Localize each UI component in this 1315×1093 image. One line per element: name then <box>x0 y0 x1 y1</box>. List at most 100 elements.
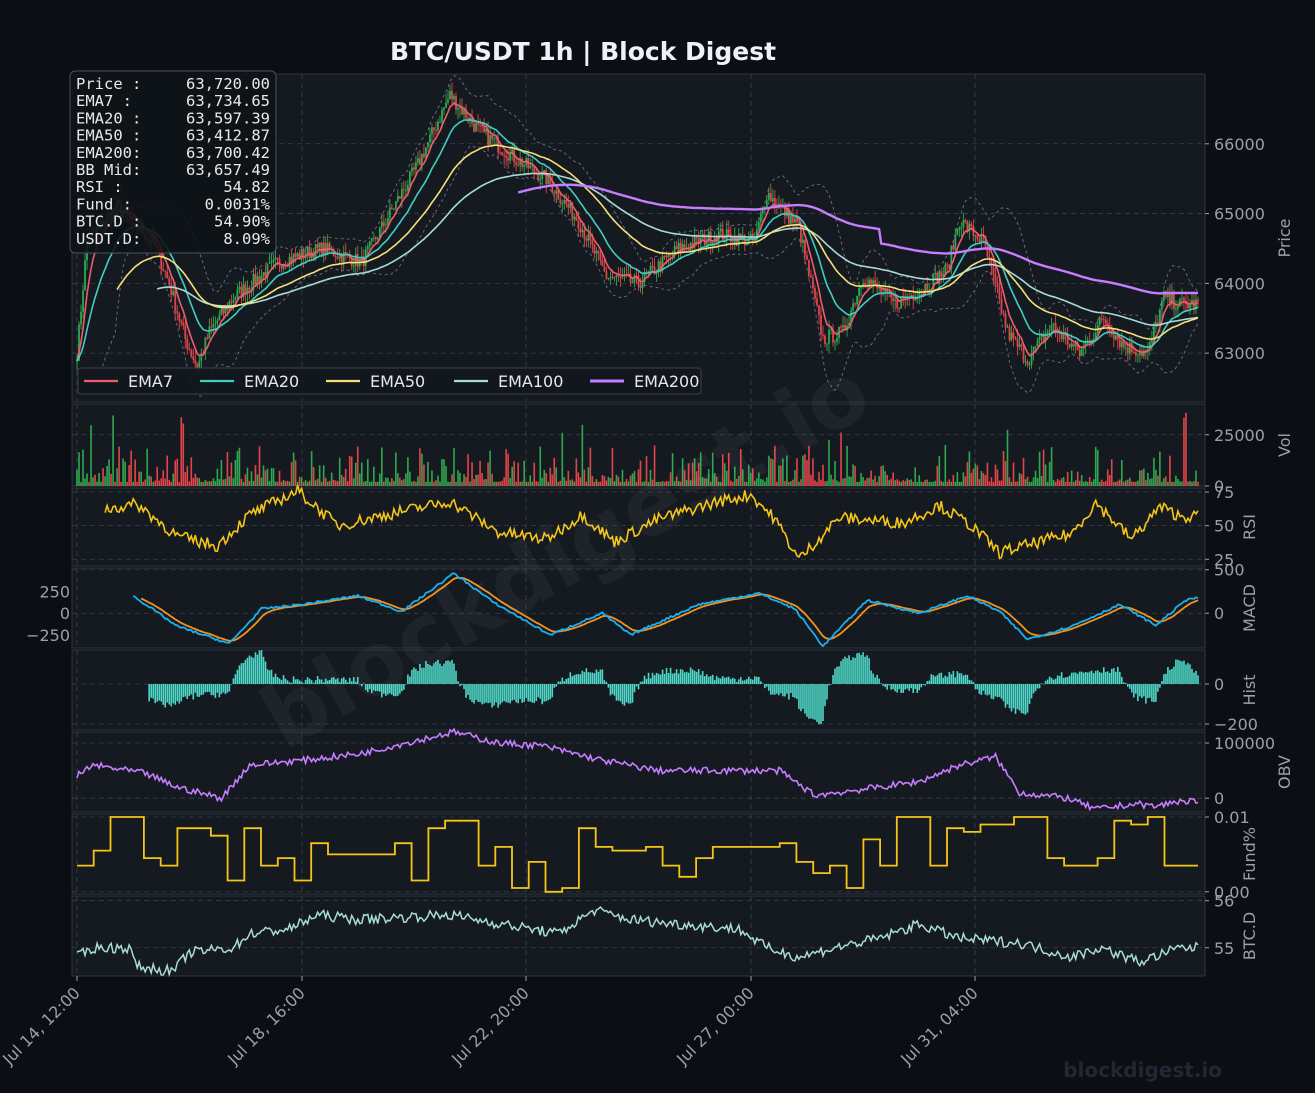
volume-bar <box>834 460 836 486</box>
hist-bar <box>1145 684 1147 704</box>
volume-bar <box>362 481 365 486</box>
hist-bar <box>419 663 421 684</box>
candle-body <box>1122 341 1125 348</box>
hist-bar <box>256 654 259 684</box>
candle-body <box>926 283 929 291</box>
panel-background <box>71 813 1206 895</box>
volume-bar <box>447 481 449 486</box>
hist-bar <box>741 680 744 684</box>
volume-bar <box>397 473 399 486</box>
candle-body <box>868 279 871 287</box>
volume-bar <box>962 472 965 486</box>
volume-bar <box>88 481 90 486</box>
hist-bar <box>395 684 397 697</box>
candle-body <box>515 162 518 165</box>
volume-bar <box>840 432 842 486</box>
hist-bar <box>489 684 491 703</box>
volume-bar <box>637 469 640 486</box>
volume-bar <box>1185 412 1187 486</box>
hist-bar <box>816 684 818 722</box>
volume-bar <box>778 465 780 486</box>
volume-bar <box>551 474 554 486</box>
volume-bar <box>360 462 363 486</box>
volume-bar <box>266 468 269 486</box>
candle-body <box>521 158 524 167</box>
candle-body <box>214 323 217 325</box>
candle-body <box>427 142 429 148</box>
volume-bar <box>517 462 519 486</box>
volume-bar <box>585 481 588 486</box>
volume-bar <box>156 466 159 486</box>
hist-bar <box>551 684 554 698</box>
hist-bar <box>162 684 165 705</box>
candle-body <box>1030 353 1033 365</box>
volume-bar <box>950 481 953 486</box>
info-value: 63,412.87 <box>186 127 270 145</box>
volume-bar <box>455 481 457 486</box>
hist-bar <box>695 671 698 684</box>
volume-bar <box>130 450 132 486</box>
hist-bar <box>1171 668 1173 684</box>
volume-bar <box>1143 468 1145 486</box>
hist-bar <box>1002 684 1005 702</box>
hist-bar <box>908 684 911 691</box>
hist-bar <box>808 684 810 719</box>
volume-bar <box>643 481 646 486</box>
hist-bar <box>625 684 628 703</box>
volume-bar <box>100 481 102 486</box>
volume-bar <box>429 481 431 486</box>
candle-body <box>1163 291 1165 301</box>
volume-bar <box>1145 480 1147 486</box>
hist-bar <box>1060 672 1063 684</box>
volume-bar <box>750 472 752 486</box>
hist-bar <box>174 684 177 705</box>
hist-bar <box>1169 669 1171 684</box>
candle-body <box>256 276 259 285</box>
candle-body <box>1078 350 1081 356</box>
candle-body <box>519 158 522 165</box>
volume-bar <box>541 477 544 486</box>
volume-bar <box>914 467 917 486</box>
hist-bar <box>729 679 732 684</box>
hist-bar <box>1167 667 1169 684</box>
candle-body <box>1195 299 1197 310</box>
volume-bar <box>567 471 570 486</box>
volume-bar <box>689 480 692 486</box>
volume-bar <box>90 425 92 486</box>
volume-bar <box>1080 474 1083 486</box>
candle-body <box>186 338 189 349</box>
volume-bar <box>1042 449 1045 486</box>
hist-bar <box>814 684 816 720</box>
hist-bar <box>1000 684 1003 699</box>
volume-bar <box>354 462 357 486</box>
hist-bar <box>288 682 291 684</box>
candle-body <box>380 221 383 228</box>
candle-body <box>816 298 818 306</box>
volume-bar <box>723 463 726 486</box>
candle-body <box>996 282 999 288</box>
hist-bar <box>1078 671 1081 684</box>
candle-body <box>260 275 263 283</box>
volume-bar <box>846 445 848 486</box>
volume-bar <box>1054 481 1057 486</box>
volume-bar <box>395 452 397 486</box>
hist-bar <box>250 656 253 684</box>
volume-bar <box>752 468 754 486</box>
candle-body <box>1042 334 1045 342</box>
volume-bar <box>960 481 963 486</box>
hist-bar <box>788 684 790 700</box>
volume-bar <box>364 481 367 486</box>
hist-bar <box>368 684 371 690</box>
hist-bar <box>679 669 682 684</box>
hist-bar <box>884 684 886 688</box>
volume-bar <box>495 481 497 486</box>
candle-body <box>182 322 185 326</box>
volume-bar <box>1000 480 1003 486</box>
volume-bar <box>102 468 104 486</box>
volume-bar <box>352 478 355 486</box>
volume-bar <box>509 478 511 486</box>
volume-bar <box>609 478 612 486</box>
volume-bar <box>358 473 361 486</box>
volume-bar <box>515 481 517 486</box>
hist-bar <box>689 667 692 684</box>
